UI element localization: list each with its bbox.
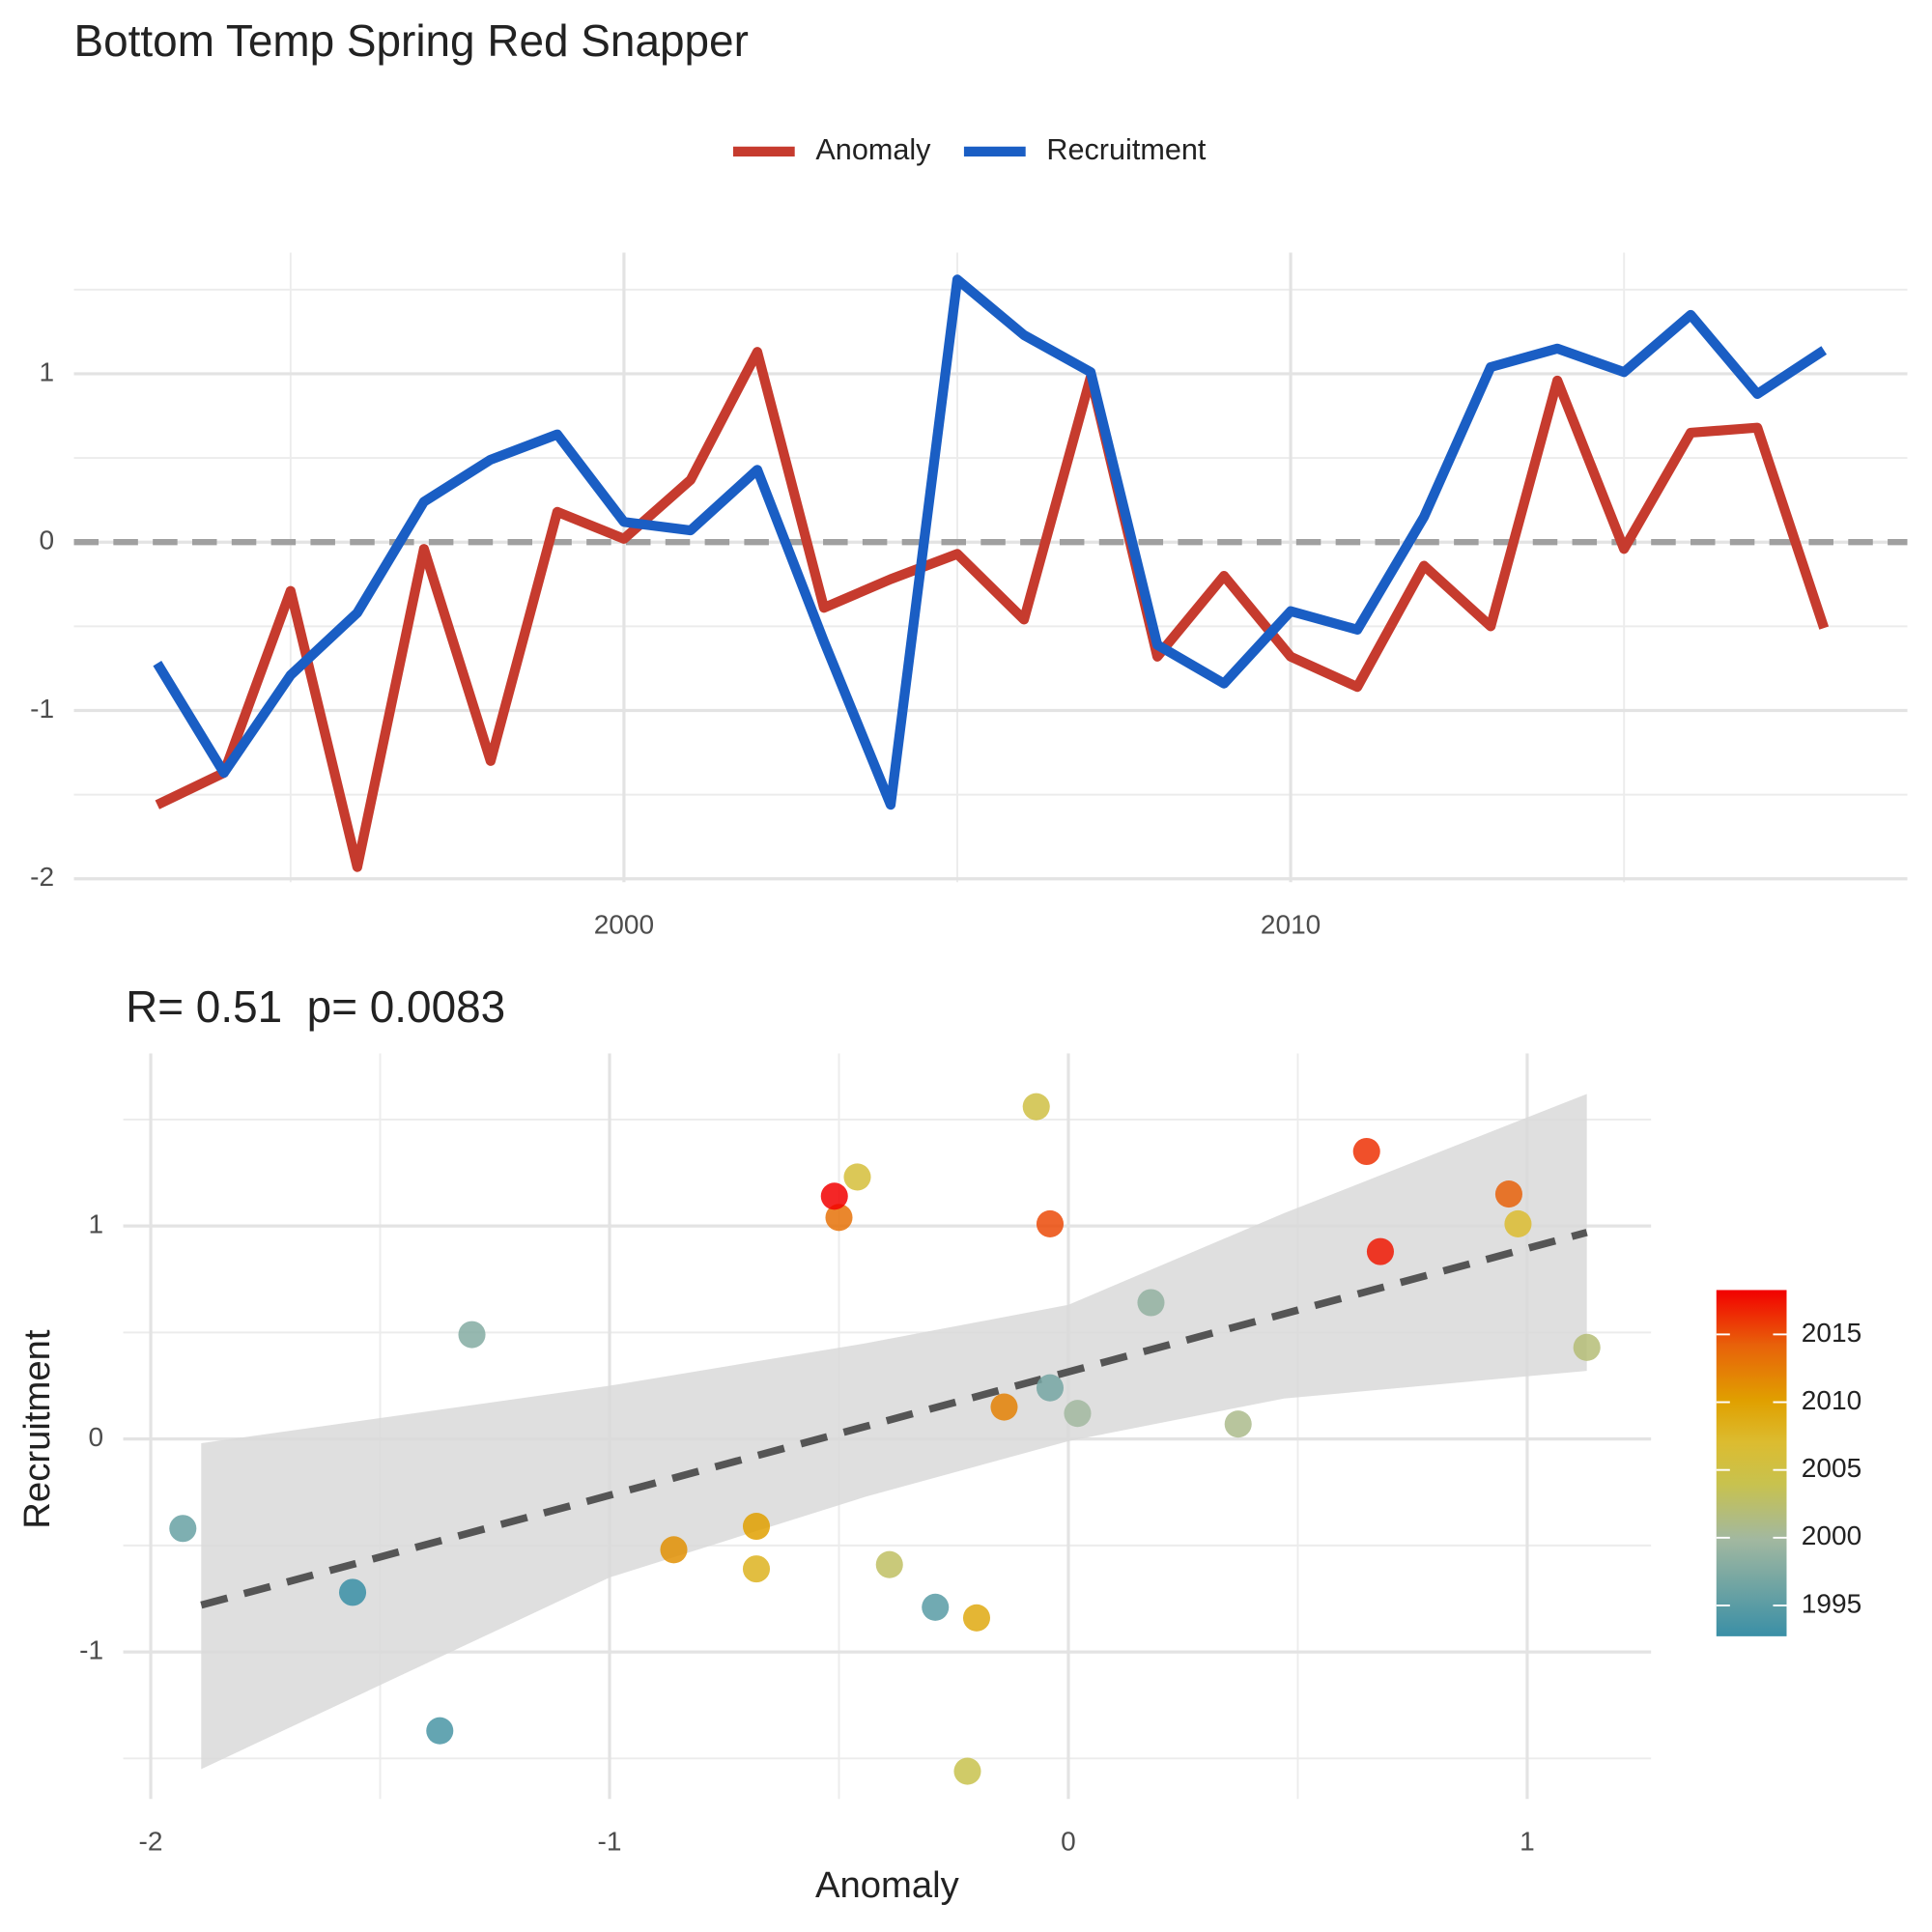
scatter-point	[426, 1717, 454, 1745]
scatter-point	[742, 1512, 771, 1541]
scatter-point	[169, 1515, 197, 1543]
scatter-point	[1573, 1333, 1601, 1361]
y-tick-label: -1	[30, 694, 54, 724]
regression-line	[200, 1229, 1588, 1609]
colorbar-label: 2000	[1802, 1520, 1861, 1550]
colorbar-label: 2015	[1802, 1318, 1861, 1348]
colorbar-label: 2010	[1802, 1385, 1861, 1415]
scatter-point	[1366, 1237, 1394, 1265]
scatter-point	[1137, 1289, 1165, 1317]
scatter-point	[660, 1536, 688, 1564]
scatter-point	[1504, 1209, 1532, 1237]
scatter-point	[825, 1204, 853, 1232]
labels: 2000 2010 -2 -1 0 1 Anomaly Recruitment -2 -1 0 1 -1…	[30, 133, 1861, 1857]
line-series	[153, 274, 1828, 810]
y-tick-label: -2	[30, 862, 54, 892]
scatter-point	[1036, 1374, 1065, 1402]
colorbar-label: 2005	[1802, 1453, 1861, 1483]
chart-title: Bottom Temp Spring Red Snapper	[74, 15, 749, 66]
legend-label: Anomaly	[815, 133, 931, 166]
scatter-point	[843, 1163, 871, 1191]
x-tick-label: -1	[598, 1827, 622, 1857]
scatter-point	[962, 1604, 991, 1632]
x-tick-label: 1	[1520, 1827, 1535, 1857]
x-axis-label: Anomaly	[815, 1864, 960, 1906]
scatter-point	[820, 1182, 848, 1210]
scatter-point	[339, 1578, 367, 1606]
scatter-point	[953, 1757, 981, 1785]
x-tick-label: 2000	[594, 910, 654, 940]
scatter-point	[458, 1321, 486, 1349]
colorbar	[1716, 1290, 1787, 1636]
confidence-band	[201, 1094, 1587, 1770]
scatter-point	[875, 1550, 903, 1578]
y-axis-label: Recruitment	[16, 1329, 58, 1529]
x-tick-label: 2010	[1261, 910, 1321, 940]
scatter-point	[1022, 1093, 1050, 1121]
y-tick-label: 0	[89, 1422, 104, 1452]
scatter-point	[1224, 1410, 1252, 1438]
scatter-point	[1064, 1400, 1092, 1428]
y-tick-label: 1	[40, 356, 55, 386]
scatter-point	[990, 1393, 1018, 1421]
x-tick-label: -2	[139, 1827, 163, 1857]
scatter-point	[922, 1593, 950, 1621]
y-tick-label: -1	[79, 1635, 103, 1665]
marks	[73, 274, 1908, 1785]
scatter-point	[1036, 1209, 1065, 1237]
x-tick-label: 0	[1061, 1827, 1076, 1857]
y-tick-label: 1	[89, 1209, 104, 1239]
annotation: R= 0.51 p= 0.0083	[126, 981, 505, 1032]
scatter-point	[742, 1555, 771, 1583]
y-tick-label: 0	[40, 526, 55, 555]
scatter-point	[1352, 1137, 1380, 1166]
scatter-point	[1494, 1180, 1522, 1208]
legend-label: Recruitment	[1046, 133, 1206, 166]
colorbar-label: 1995	[1802, 1588, 1861, 1618]
line-series	[155, 347, 1830, 872]
